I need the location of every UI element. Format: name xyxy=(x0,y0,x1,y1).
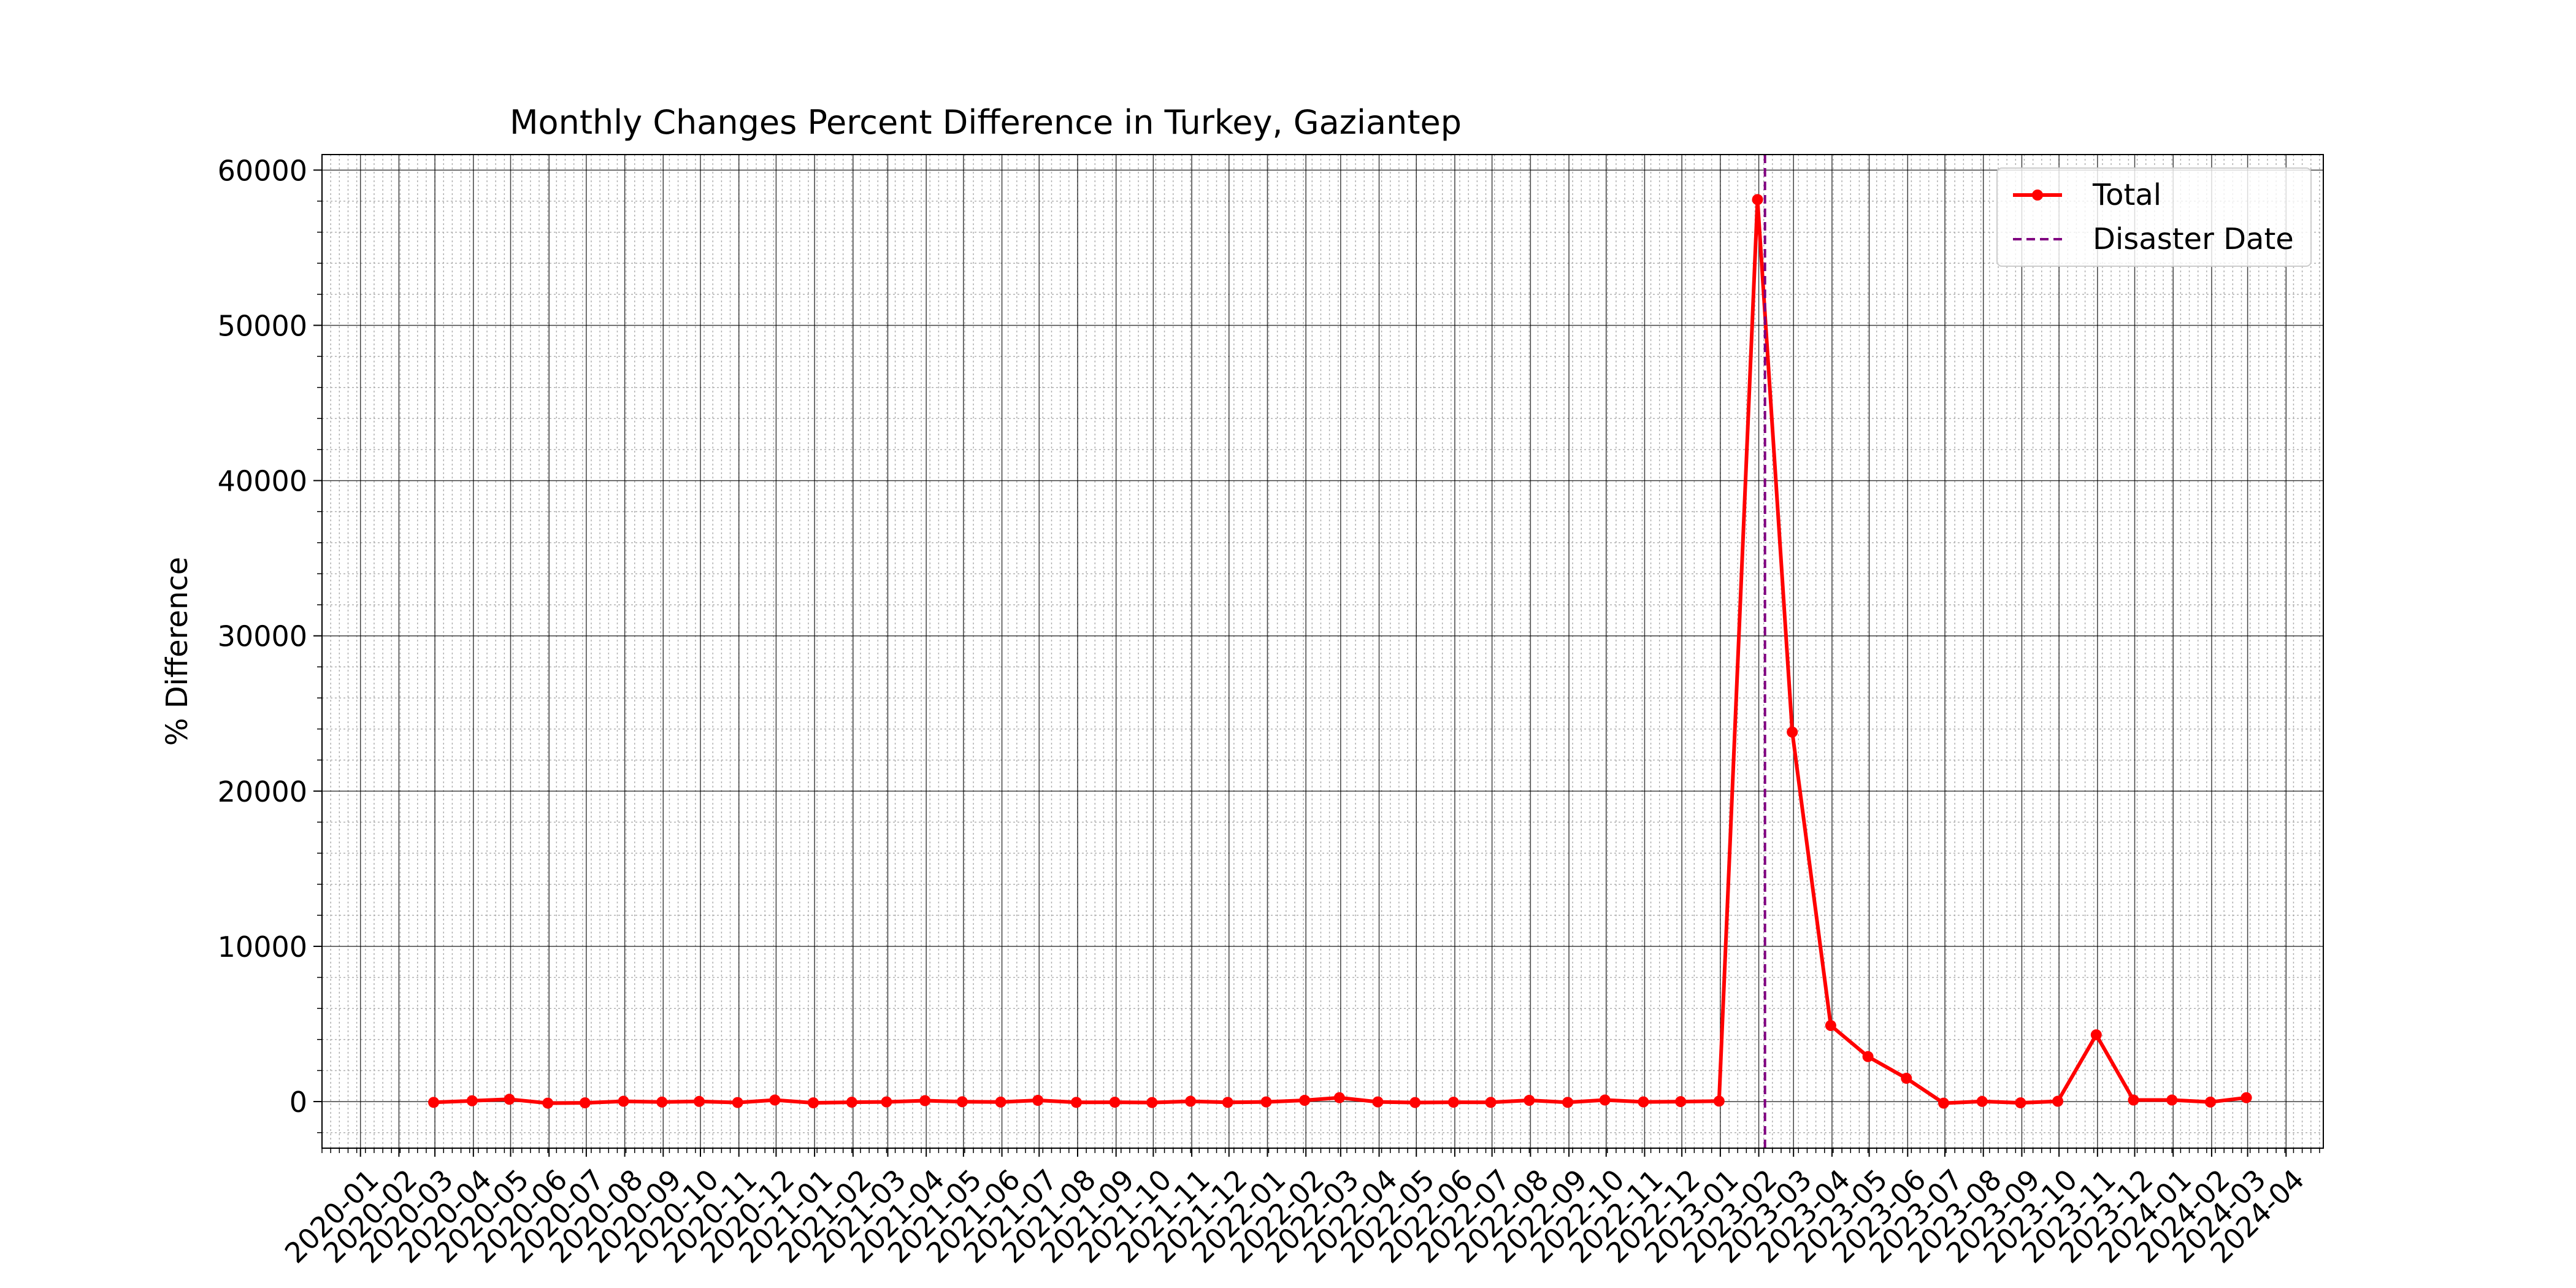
data-point xyxy=(1638,1096,1649,1108)
legend: Total Disaster Date xyxy=(1996,167,2312,267)
data-point xyxy=(1675,1096,1687,1108)
data-point xyxy=(1109,1097,1121,1108)
data-point xyxy=(656,1096,668,1108)
legend-disaster-label: Disaster Date xyxy=(2093,222,2294,256)
plot-area xyxy=(321,154,2324,1149)
data-point xyxy=(1447,1097,1459,1108)
data-point xyxy=(1222,1097,1233,1108)
data-point xyxy=(956,1096,968,1108)
data-point xyxy=(881,1096,892,1108)
data-point xyxy=(995,1096,1006,1108)
data-point xyxy=(693,1095,705,1107)
y-tick-label: 0 xyxy=(289,1086,307,1119)
data-point xyxy=(1862,1051,1874,1062)
x-axis: 2020-012020-022020-032020-042020-052020-… xyxy=(278,1148,2320,1270)
y-axis-label: % Difference xyxy=(160,557,194,746)
chart-title: Monthly Changes Percent Difference in Tu… xyxy=(510,103,1462,142)
data-point xyxy=(732,1097,743,1108)
data-point xyxy=(2052,1095,2064,1107)
data-point xyxy=(2128,1094,2139,1106)
data-point xyxy=(1372,1096,1384,1108)
y-tick-label: 10000 xyxy=(218,930,307,964)
data-point xyxy=(846,1097,857,1108)
data-point xyxy=(1485,1097,1497,1108)
data-point xyxy=(1032,1095,1044,1106)
data-point xyxy=(579,1097,591,1109)
data-point xyxy=(2241,1092,2252,1103)
plot-frame xyxy=(321,154,2324,1149)
data-point xyxy=(1260,1096,1272,1108)
data-point xyxy=(1901,1073,1912,1084)
data-point xyxy=(2090,1029,2102,1041)
plot-background xyxy=(322,155,2323,1148)
y-tick-label: 20000 xyxy=(218,775,307,808)
data-point xyxy=(1752,194,1763,205)
series-layer xyxy=(428,194,2252,1109)
data-point xyxy=(769,1094,781,1106)
legend-total-marker xyxy=(2032,190,2043,201)
data-point xyxy=(1185,1095,1197,1107)
y-tick-label: 40000 xyxy=(218,465,307,498)
data-point xyxy=(1938,1097,1949,1109)
legend-box xyxy=(1996,167,2312,267)
data-point xyxy=(2166,1094,2178,1106)
data-point xyxy=(618,1095,629,1107)
data-point xyxy=(504,1094,515,1105)
data-point xyxy=(1299,1095,1311,1106)
data-point xyxy=(1825,1020,1836,1032)
data-point xyxy=(808,1097,819,1109)
y-tick-label: 60000 xyxy=(218,154,307,187)
data-point xyxy=(1146,1097,1158,1108)
data-point xyxy=(1787,726,1798,738)
data-point xyxy=(1976,1095,1988,1107)
major-grid xyxy=(322,155,2323,1148)
y-axis: 0 10000 20000 30000 40000 50000 60000 xyxy=(218,154,322,1133)
data-point xyxy=(1409,1097,1421,1108)
data-point xyxy=(2204,1096,2216,1108)
y-tick-label: 30000 xyxy=(218,620,307,653)
data-point xyxy=(466,1095,478,1106)
data-point xyxy=(1524,1095,1535,1106)
data-point xyxy=(1333,1092,1345,1103)
data-point xyxy=(1070,1097,1082,1108)
data-point xyxy=(919,1095,931,1106)
y-tick-label: 50000 xyxy=(218,309,307,342)
data-point xyxy=(1713,1095,1725,1107)
data-point xyxy=(428,1097,440,1108)
legend-total-label: Total xyxy=(2092,178,2161,212)
data-point xyxy=(1599,1094,1611,1106)
data-point xyxy=(1562,1097,1574,1108)
data-point xyxy=(542,1097,554,1109)
minor-grid xyxy=(321,155,2323,1148)
data-point xyxy=(2015,1097,2026,1109)
